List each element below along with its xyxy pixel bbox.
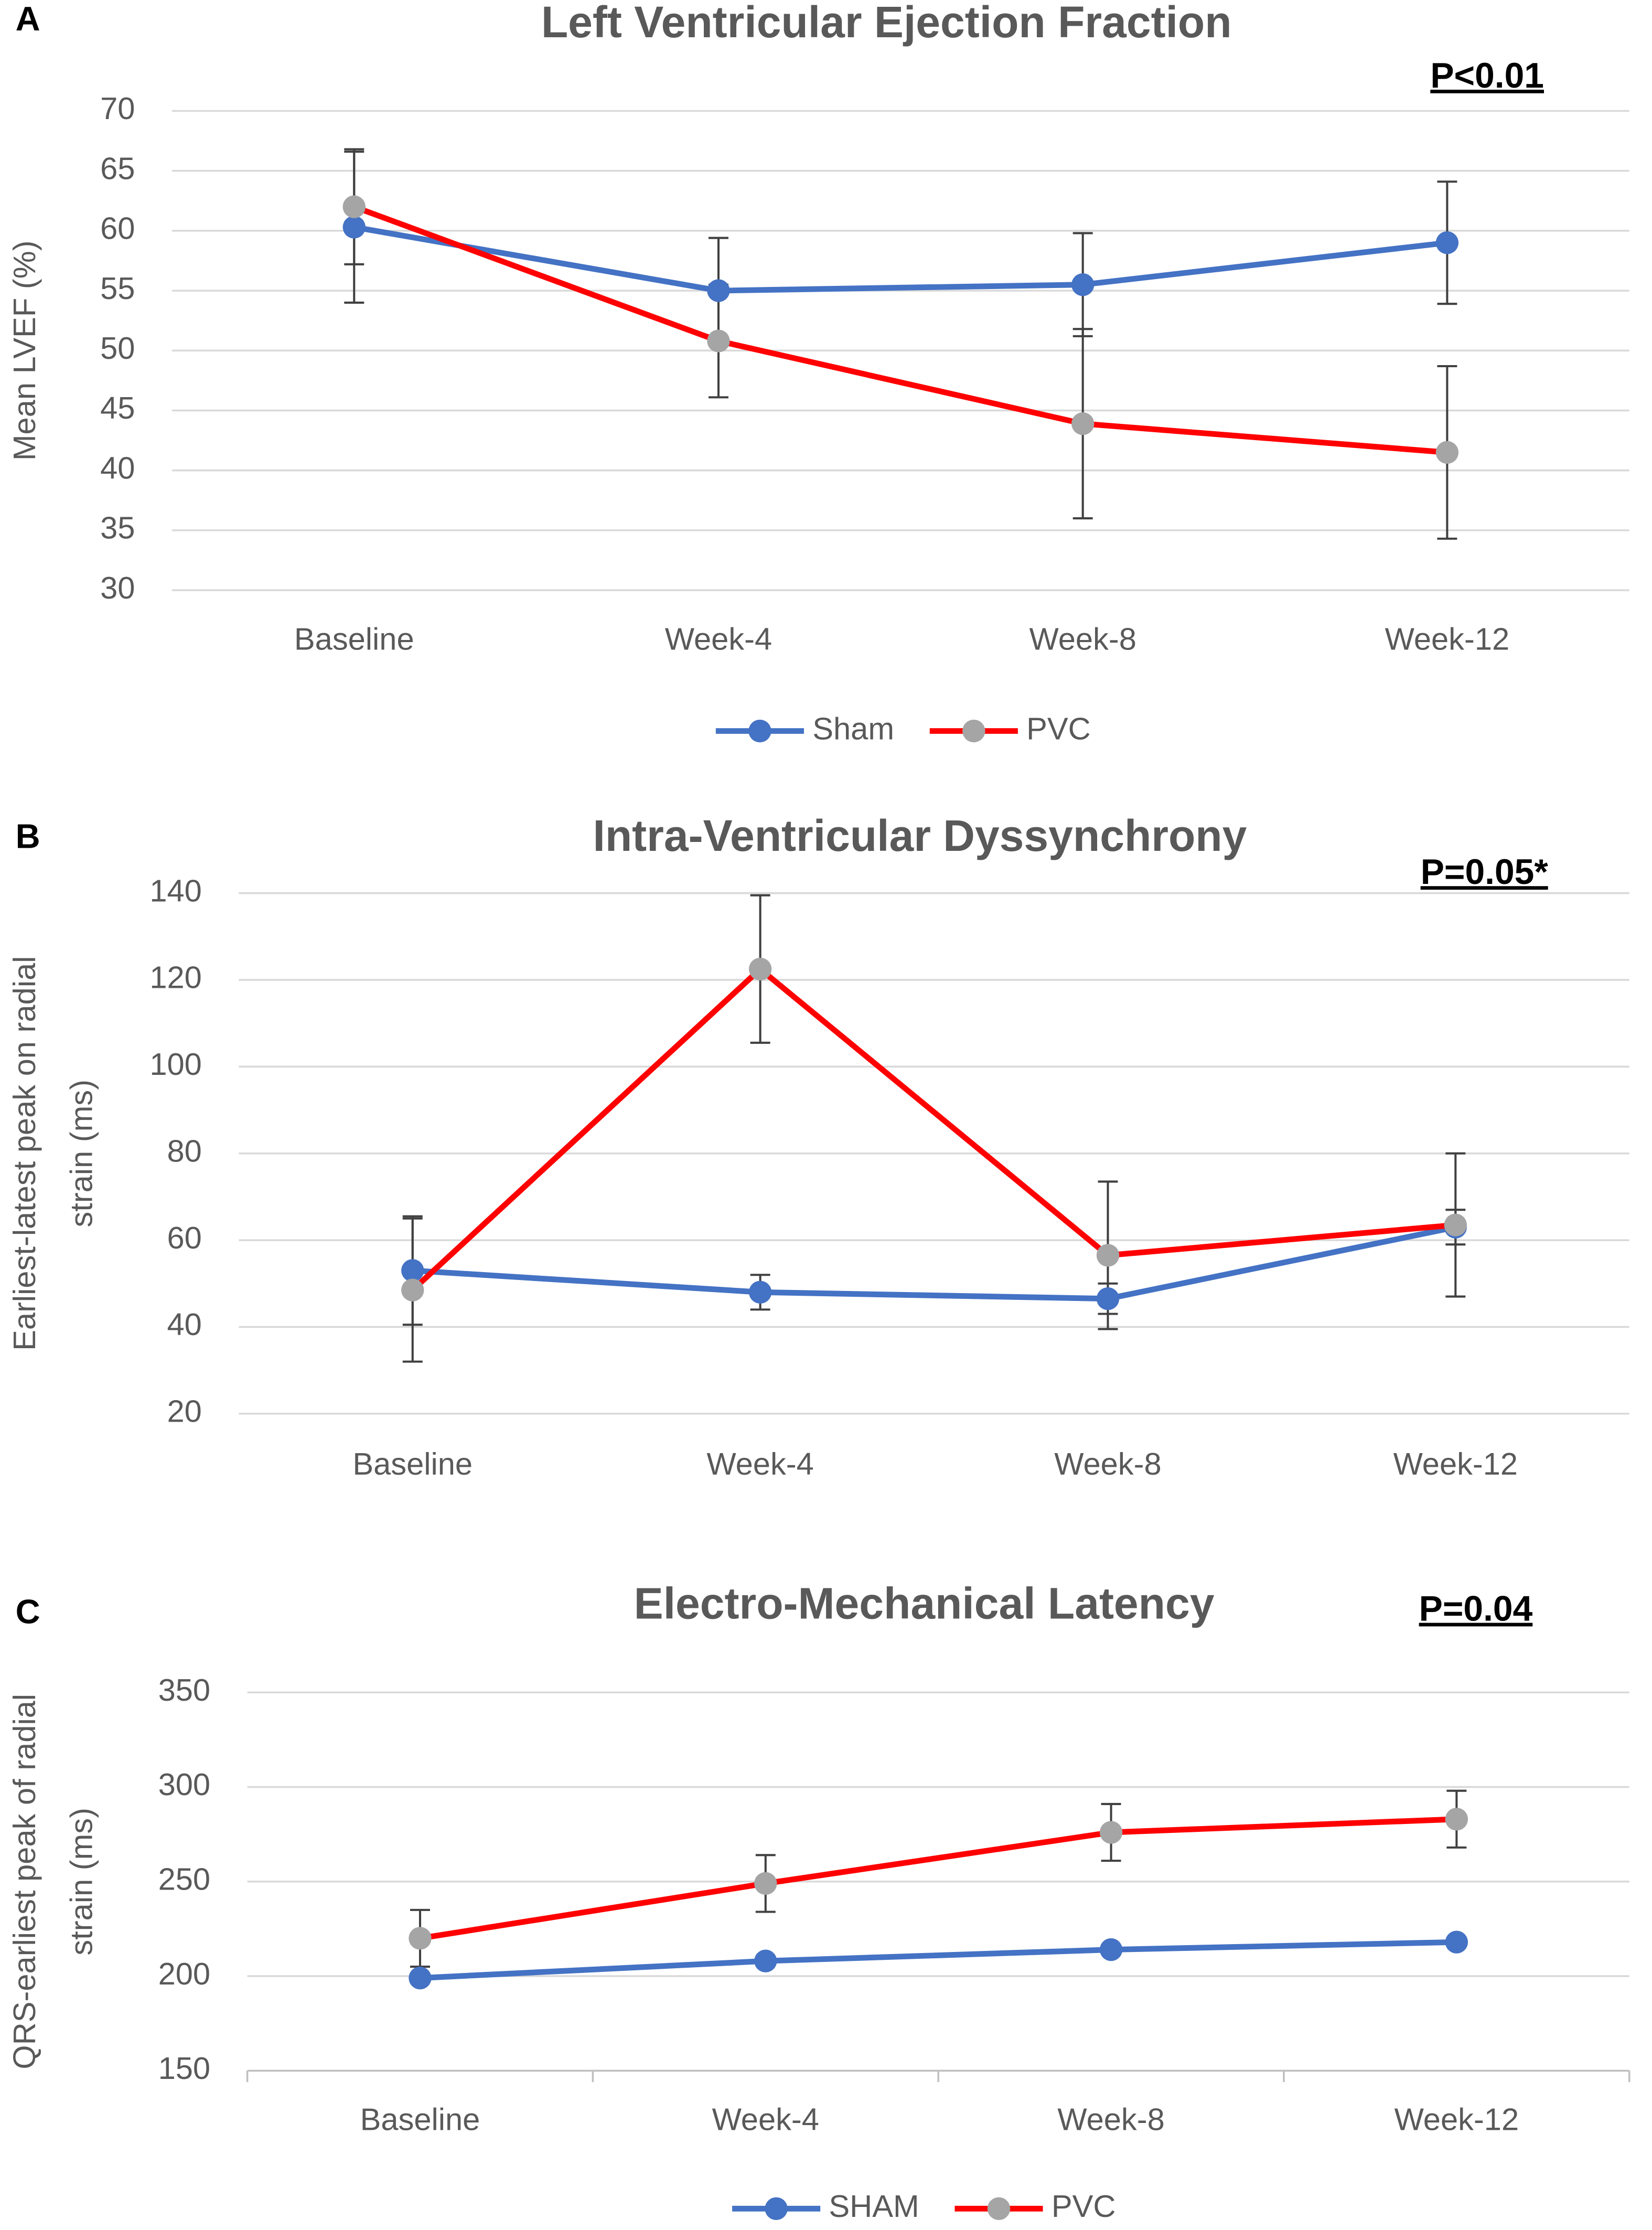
x-tick-label: Week-4 bbox=[712, 2102, 819, 2137]
y-axis-label: strain (ms) bbox=[64, 1808, 99, 1956]
y-tick-label: 45 bbox=[100, 390, 135, 425]
x-tick-label: Baseline bbox=[294, 621, 414, 656]
data-point bbox=[1445, 1808, 1468, 1831]
chart-title: Intra-Ventricular Dyssynchrony bbox=[593, 811, 1247, 860]
data-point bbox=[1099, 1938, 1123, 1961]
y-tick-label: 55 bbox=[100, 271, 135, 306]
y-axis-label: Earliest-latest peak on radial bbox=[7, 956, 42, 1351]
y-tick-label: 35 bbox=[100, 510, 135, 546]
y-tick-label: 120 bbox=[149, 960, 201, 995]
legend-marker bbox=[765, 2197, 788, 2221]
y-tick-label: 20 bbox=[167, 1394, 202, 1429]
x-tick-label: Week-4 bbox=[706, 1446, 813, 1481]
y-tick-label: 40 bbox=[167, 1307, 202, 1342]
data-point bbox=[1099, 1821, 1123, 1844]
legend-marker bbox=[748, 719, 771, 743]
legend-label: PVC bbox=[1052, 2189, 1116, 2224]
y-tick-label: 80 bbox=[167, 1133, 202, 1168]
y-tick-label: 70 bbox=[100, 91, 135, 126]
data-point bbox=[748, 957, 772, 980]
y-tick-label: 200 bbox=[158, 1956, 210, 1991]
p-value: P<0.01 bbox=[1430, 56, 1544, 95]
data-point bbox=[748, 1281, 772, 1304]
y-tick-label: 140 bbox=[149, 873, 201, 908]
data-point bbox=[401, 1278, 424, 1301]
y-tick-label: 150 bbox=[158, 2051, 210, 2086]
x-tick-label: Baseline bbox=[360, 2102, 480, 2137]
y-tick-label: 40 bbox=[100, 450, 135, 485]
x-tick-label: Week-4 bbox=[665, 621, 772, 656]
y-tick-label: 300 bbox=[158, 1767, 210, 1802]
data-point bbox=[1071, 412, 1095, 435]
data-point bbox=[401, 1259, 424, 1282]
x-tick-label: Week-8 bbox=[1029, 621, 1136, 656]
data-point bbox=[1096, 1287, 1120, 1310]
x-tick-label: Week-8 bbox=[1057, 2102, 1164, 2137]
legend-label: Sham bbox=[812, 711, 894, 746]
x-tick-label: Week-12 bbox=[1385, 621, 1510, 656]
y-axis-label: QRS-earliest peak of radial bbox=[7, 1694, 42, 2069]
y-tick-label: 250 bbox=[158, 1862, 210, 1897]
data-point bbox=[754, 1872, 777, 1895]
panel-label: B bbox=[16, 817, 40, 856]
data-point bbox=[1435, 441, 1459, 464]
data-point bbox=[409, 1927, 432, 1950]
legend-label: SHAM bbox=[829, 2189, 919, 2224]
y-tick-label: 60 bbox=[100, 211, 135, 246]
data-point bbox=[1071, 273, 1095, 296]
x-tick-label: Baseline bbox=[352, 1446, 473, 1481]
series-line bbox=[411, 966, 1456, 1293]
data-point bbox=[1445, 1930, 1468, 1954]
x-tick-label: Week-12 bbox=[1394, 2102, 1519, 2137]
data-point bbox=[707, 279, 730, 302]
y-axis-label: strain (ms) bbox=[64, 1080, 99, 1228]
chart-title: Left Ventricular Ejection Fraction bbox=[541, 0, 1232, 47]
y-tick-label: 65 bbox=[100, 151, 135, 186]
series-line bbox=[420, 1816, 1457, 1941]
data-point bbox=[707, 329, 730, 353]
data-point bbox=[342, 216, 366, 239]
x-tick-label: Week-12 bbox=[1393, 1446, 1518, 1481]
y-tick-label: 350 bbox=[158, 1672, 210, 1708]
series-line bbox=[353, 224, 1448, 294]
data-point bbox=[1096, 1244, 1120, 1267]
y-tick-label: 60 bbox=[167, 1220, 202, 1255]
legend-marker bbox=[987, 2197, 1011, 2221]
data-point bbox=[1435, 231, 1459, 254]
y-axis-label: Mean LVEF (%) bbox=[7, 240, 42, 461]
chart-title: Electro-Mechanical Latency bbox=[634, 1579, 1215, 1628]
legend-label: PVC bbox=[1026, 711, 1091, 746]
panel-label: C bbox=[16, 1592, 40, 1630]
p-value: P=0.05* bbox=[1421, 852, 1549, 892]
p-value: P=0.04 bbox=[1419, 1589, 1533, 1629]
x-tick-label: Week-8 bbox=[1054, 1446, 1161, 1481]
data-point bbox=[1444, 1213, 1467, 1236]
data-point bbox=[754, 1949, 777, 1972]
series-line bbox=[420, 1939, 1457, 1981]
panel-label: A bbox=[16, 0, 40, 38]
data-point bbox=[409, 1966, 432, 1990]
series-line bbox=[353, 204, 1447, 455]
y-tick-label: 50 bbox=[100, 330, 135, 366]
y-tick-label: 30 bbox=[100, 570, 135, 605]
data-point bbox=[342, 195, 366, 218]
y-tick-label: 100 bbox=[149, 1047, 201, 1082]
legend-marker bbox=[962, 719, 985, 743]
series-line bbox=[412, 1224, 1456, 1302]
